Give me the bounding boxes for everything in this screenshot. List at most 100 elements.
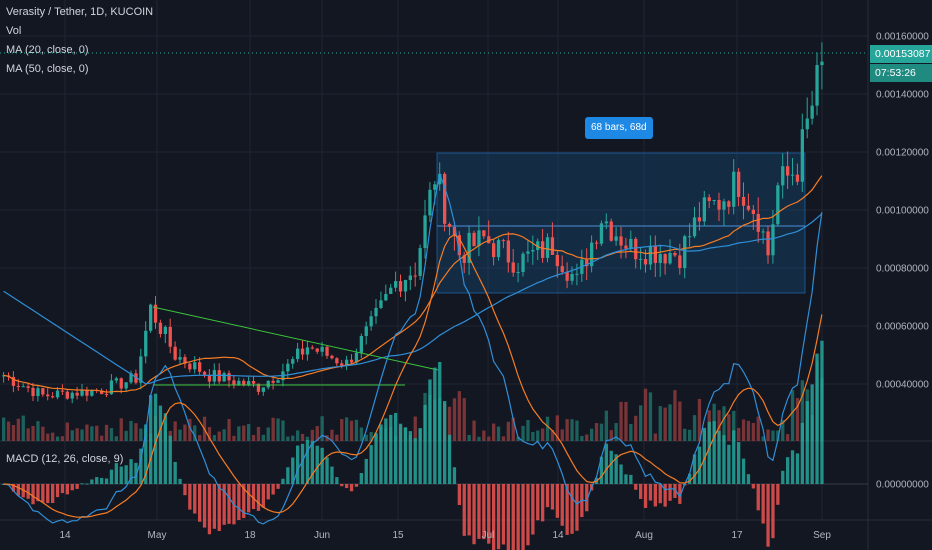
- candle-body: [531, 250, 535, 252]
- candle-body: [428, 189, 432, 216]
- macd-axis-label: 0.00000000: [876, 480, 929, 491]
- candle-body: [668, 252, 672, 264]
- candle-body: [457, 235, 461, 256]
- macd-histogram-bar: [408, 431, 412, 484]
- candle-body: [545, 237, 550, 258]
- candle-body: [55, 390, 60, 398]
- candle-body: [756, 213, 760, 232]
- range-rectangle: [436, 152, 806, 294]
- candle-body: [447, 223, 452, 227]
- candle-body: [433, 184, 437, 190]
- candle-body: [104, 394, 109, 396]
- volume-bar: [315, 426, 319, 441]
- volume-bar: [751, 422, 755, 441]
- volume-bar: [310, 429, 314, 441]
- candle-body: [178, 357, 182, 360]
- volume-bar: [256, 426, 261, 441]
- ma50-line: [3, 213, 823, 385]
- macd-histogram-bar: [531, 484, 535, 535]
- candle-body: [163, 326, 167, 334]
- volume-bar: [447, 406, 452, 441]
- volume-bar: [340, 419, 344, 441]
- range-measure-badge: 68 bars, 68d: [585, 117, 653, 139]
- macd-legend[interactable]: MACD (12, 26, close, 9): [6, 453, 124, 465]
- volume-bar: [354, 419, 359, 441]
- macd-histogram-bar: [129, 459, 133, 484]
- volume-bar: [531, 431, 535, 441]
- candle-body: [349, 359, 354, 363]
- candle-body: [697, 217, 702, 222]
- volume-bar: [668, 404, 672, 441]
- volume-bar: [119, 418, 123, 441]
- macd-histogram-bar: [16, 484, 20, 496]
- candle-body: [354, 352, 359, 363]
- candle-body: [188, 363, 192, 370]
- indicator-legend-ma50[interactable]: MA (50, close, 0): [6, 63, 89, 75]
- candle-body: [751, 209, 755, 214]
- trendline-drawings[interactable]: [152, 306, 439, 386]
- volume-bar: [477, 436, 481, 441]
- time-axis-label: 17: [731, 530, 743, 541]
- volume-bar: [457, 391, 461, 441]
- candle-body: [389, 287, 393, 294]
- macd-histogram-bar: [648, 484, 653, 501]
- candle-body: [790, 174, 795, 176]
- candle-body: [418, 248, 422, 276]
- symbol-title[interactable]: Verasity / Tether, 1D, KUCOIN: [6, 6, 154, 18]
- volume-bar: [786, 434, 790, 441]
- candle-body: [227, 373, 231, 381]
- macd-histogram-bar: [423, 404, 427, 484]
- time-axis-label: Sep: [813, 530, 831, 541]
- candle-body: [207, 374, 212, 382]
- volume-bar: [134, 423, 138, 441]
- candle-body: [129, 373, 133, 383]
- last-price-label: 0.00153087: [870, 45, 932, 63]
- candle-body: [168, 326, 172, 347]
- volume-bar: [452, 398, 457, 441]
- price-axis-label: 0.00100000: [876, 206, 929, 217]
- volume-bar: [251, 434, 256, 441]
- macd-histogram-bar: [46, 484, 50, 504]
- volume-bar: [521, 425, 525, 441]
- macd-histogram-bar: [183, 484, 187, 496]
- date-price-range-box[interactable]: [436, 152, 806, 294]
- candle-body: [443, 173, 447, 224]
- macd-histogram-bar: [521, 484, 525, 550]
- macd-histogram-bar: [673, 484, 677, 498]
- candle-body: [100, 390, 104, 395]
- macd-histogram-bar: [447, 434, 452, 484]
- volume-bar: [413, 416, 417, 441]
- macd-histogram-bar: [384, 418, 388, 484]
- volume-bar: [6, 421, 11, 441]
- indicator-legend-ma20[interactable]: MA (20, close, 0): [6, 44, 89, 56]
- volume-bar: [487, 436, 491, 441]
- candle-body: [124, 382, 128, 389]
- macd-histogram-bar: [364, 458, 368, 484]
- macd-histogram-bar: [119, 466, 123, 484]
- volume-bar: [227, 419, 231, 441]
- volume-bar: [16, 418, 20, 441]
- candle-body: [31, 387, 35, 397]
- time-axis-label: 14: [59, 530, 71, 541]
- candle-body: [202, 371, 207, 375]
- macd-histogram-bar: [741, 458, 746, 484]
- candle-body: [158, 322, 163, 334]
- macd-histogram-bar: [732, 430, 736, 484]
- candle-body: [683, 236, 687, 269]
- candle-body: [114, 378, 118, 381]
- volume-bar: [599, 423, 604, 441]
- candle-body: [526, 251, 530, 254]
- candle-body: [658, 254, 662, 263]
- candle-body: [786, 166, 790, 176]
- indicator-legend-volume[interactable]: Vol: [6, 25, 22, 37]
- macd-histogram-bar: [776, 484, 780, 505]
- volume-bar: [261, 434, 265, 441]
- macd-histogram-bar: [222, 484, 226, 525]
- volume-bar: [658, 406, 662, 441]
- candle-body: [795, 174, 800, 182]
- macd-histogram-bar: [496, 484, 501, 550]
- volume-bar: [756, 416, 760, 441]
- volume-bar: [41, 426, 45, 441]
